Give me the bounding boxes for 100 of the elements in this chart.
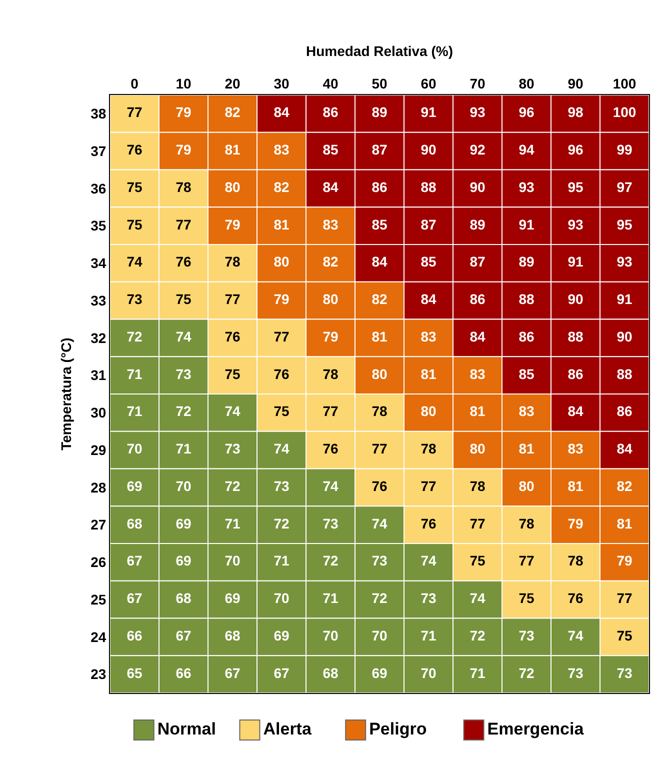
data-label: 81 <box>470 403 486 420</box>
data-label: 74 <box>322 478 338 494</box>
data-label: 86 <box>616 403 632 420</box>
data-label: 100 <box>612 104 636 120</box>
data-label: 99 <box>616 142 632 158</box>
data-label: 77 <box>224 291 240 308</box>
data-label: 96 <box>518 104 534 120</box>
data-label: 85 <box>322 142 338 158</box>
data-label: 74 <box>274 440 290 457</box>
data-label: 77 <box>420 478 436 494</box>
data-label: 79 <box>176 142 192 158</box>
data-label: 90 <box>616 328 632 344</box>
data-label: 98 <box>568 104 584 120</box>
x-tick-label: 0 <box>130 75 139 92</box>
data-label: 73 <box>420 590 436 606</box>
data-label: 75 <box>224 366 240 382</box>
data-label: 68 <box>176 590 192 606</box>
data-label: 88 <box>568 328 584 344</box>
data-label: 69 <box>274 627 290 644</box>
data-label: 76 <box>322 440 338 457</box>
y-tick-label: 28 <box>90 479 106 496</box>
x-axis-title: Humedad Relativa (%) <box>306 43 454 59</box>
data-label: 87 <box>470 254 486 270</box>
data-label: 75 <box>126 216 142 232</box>
data-label: 86 <box>568 366 584 382</box>
data-label: 73 <box>616 664 632 681</box>
data-label: 77 <box>616 590 632 606</box>
data-label: 75 <box>470 552 486 569</box>
data-label: 89 <box>518 254 534 270</box>
data-label: 88 <box>518 291 534 308</box>
x-tick-label: 70 <box>470 75 486 92</box>
data-label: 79 <box>616 552 632 569</box>
data-label: 80 <box>518 478 534 494</box>
data-label: 78 <box>372 403 388 420</box>
y-tick-label: 35 <box>90 218 106 234</box>
data-label: 72 <box>322 552 338 569</box>
data-label: 82 <box>224 104 240 120</box>
data-label: 71 <box>126 366 142 382</box>
data-label: 75 <box>518 590 534 606</box>
y-tick-label: 36 <box>90 180 106 196</box>
data-label: 71 <box>420 627 436 644</box>
data-label: 78 <box>420 440 436 457</box>
data-label: 78 <box>176 178 192 195</box>
data-label: 83 <box>274 142 290 158</box>
data-label: 75 <box>176 291 192 308</box>
data-label: 72 <box>372 590 388 606</box>
data-label: 96 <box>568 142 584 158</box>
data-label: 79 <box>224 216 240 232</box>
data-label: 86 <box>470 291 486 308</box>
data-label: 79 <box>568 515 584 532</box>
data-label: 74 <box>568 627 584 644</box>
data-label: 91 <box>518 216 534 232</box>
data-label: 78 <box>518 515 534 532</box>
data-label: 79 <box>322 328 338 344</box>
data-label: 68 <box>126 515 142 532</box>
data-label: 73 <box>568 664 584 681</box>
y-tick-label: 26 <box>90 554 106 570</box>
y-tick-label: 30 <box>90 404 106 421</box>
data-label: 89 <box>470 216 486 232</box>
data-label: 74 <box>224 403 240 420</box>
data-label: 82 <box>274 178 290 195</box>
data-label: 77 <box>322 403 338 420</box>
y-tick-label: 25 <box>90 591 106 608</box>
data-label: 70 <box>176 478 192 494</box>
data-label: 71 <box>126 403 142 420</box>
data-label: 89 <box>372 104 388 120</box>
data-label: 77 <box>126 104 142 120</box>
data-label: 77 <box>274 328 290 344</box>
data-label: 85 <box>420 254 436 270</box>
y-tick-label: 29 <box>90 442 106 458</box>
data-label: 80 <box>372 366 388 382</box>
x-tick-label: 20 <box>224 75 240 92</box>
data-label: 76 <box>126 142 142 158</box>
data-label: 71 <box>176 440 192 457</box>
data-label: 80 <box>420 403 436 420</box>
data-label: 84 <box>568 403 584 420</box>
data-label: 93 <box>616 254 632 270</box>
data-label: 82 <box>616 478 632 494</box>
x-tick-label: 30 <box>274 75 290 92</box>
data-label: 73 <box>322 515 338 532</box>
data-label: 85 <box>372 216 388 232</box>
data-label: 69 <box>176 515 192 532</box>
y-tick-label: 37 <box>90 142 106 159</box>
category-label: Normal <box>157 719 216 738</box>
data-label: 83 <box>322 216 338 232</box>
data-label: 71 <box>470 664 486 681</box>
data-label: 93 <box>568 216 584 232</box>
data-label: 77 <box>372 440 388 457</box>
data-label: 80 <box>274 254 290 270</box>
data-label: 67 <box>126 552 142 569</box>
data-label: 84 <box>372 254 388 270</box>
data-label: 82 <box>322 254 338 270</box>
data-label: 73 <box>126 291 142 308</box>
y-tick-label: 32 <box>90 330 106 346</box>
data-label: 83 <box>420 328 436 344</box>
data-label: 94 <box>518 142 534 158</box>
data-label: 81 <box>274 216 290 232</box>
data-label: 82 <box>372 291 388 308</box>
data-label: 76 <box>372 478 388 494</box>
data-label: 85 <box>518 366 534 382</box>
